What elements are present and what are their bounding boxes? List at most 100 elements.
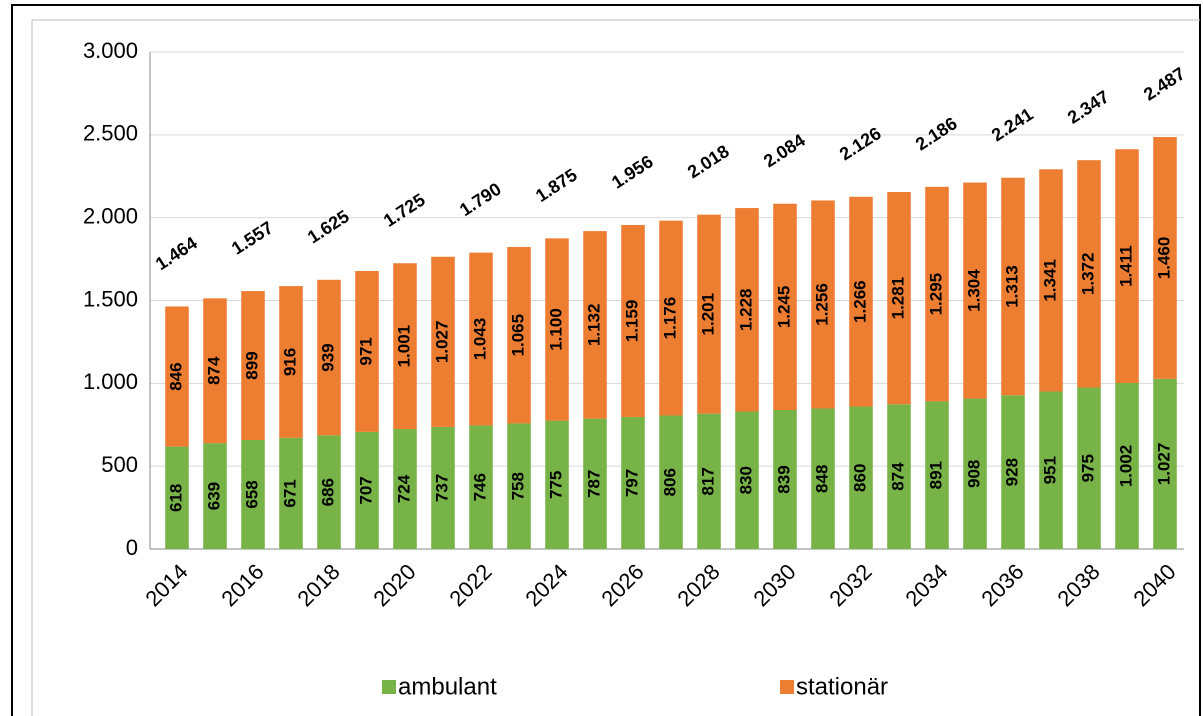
value-label: 874 [888, 462, 907, 491]
total-label: 1.875 [532, 165, 581, 206]
value-label: 846 [166, 362, 185, 390]
value-label: 618 [166, 484, 185, 512]
bar-segment [203, 443, 227, 549]
total-label: 2.487 [1140, 63, 1189, 104]
value-label: 1.372 [1078, 253, 1097, 296]
y-tick-label: 2.500 [83, 121, 138, 146]
total-label: 2.241 [988, 104, 1037, 145]
bar-segment [1115, 383, 1139, 549]
y-tick-label: 1.000 [83, 369, 138, 394]
value-label: 928 [1002, 458, 1021, 486]
bar-segment [1077, 160, 1101, 388]
bar-segment [697, 413, 721, 549]
total-label: 2.347 [1064, 86, 1113, 127]
bar-segment [1039, 169, 1063, 392]
legend-swatch [382, 680, 396, 694]
value-label: 1.176 [660, 297, 679, 340]
total-label: 1.790 [456, 179, 505, 220]
bar-segment [203, 298, 227, 444]
value-label: 758 [508, 472, 527, 500]
bar-segment [279, 437, 303, 549]
value-label: 686 [318, 478, 337, 506]
bar-segment [735, 411, 759, 549]
y-tick-label: 3.000 [83, 38, 138, 63]
total-label: 2.186 [912, 113, 961, 154]
total-label: 1.557 [228, 217, 277, 258]
total-label: 1.625 [304, 206, 353, 247]
value-label: 1.313 [1002, 265, 1021, 308]
value-label: 1.281 [888, 277, 907, 320]
x-tick-label: 2032 [824, 559, 876, 611]
x-tick-label: 2024 [520, 559, 572, 611]
x-tick-label: 2034 [900, 559, 952, 611]
y-tick-label: 2.000 [83, 203, 138, 228]
value-label: 1.245 [774, 286, 793, 329]
bar-segment [811, 408, 835, 549]
bar-segment [621, 224, 645, 417]
bar-segment [507, 246, 531, 424]
value-label: 1.256 [812, 283, 831, 326]
bar-segment [431, 256, 455, 427]
value-label: 1.100 [546, 308, 565, 351]
bar-segment [393, 429, 417, 549]
value-label: 806 [660, 468, 679, 496]
value-label: 707 [356, 476, 375, 504]
value-label: 1.295 [926, 273, 945, 316]
value-label: 939 [318, 343, 337, 371]
total-label: 1.725 [380, 190, 429, 231]
bar-segment [811, 200, 835, 409]
value-label: 916 [280, 348, 299, 376]
value-label: 1.304 [964, 269, 983, 312]
value-label: 1.201 [698, 293, 717, 336]
value-label: 848 [812, 465, 831, 493]
bar-segment [317, 435, 341, 549]
bar-segment [545, 420, 569, 549]
bar-segment [1153, 378, 1177, 549]
legend-label: ambulant [398, 673, 497, 700]
value-label: 1.341 [1040, 259, 1059, 302]
value-label: 891 [926, 461, 945, 489]
bar-segment [431, 426, 455, 549]
value-label: 1.027 [1154, 443, 1173, 486]
bar-segment [545, 238, 569, 421]
bar-segment [963, 398, 987, 549]
value-label: 787 [584, 470, 603, 498]
bar-segment [849, 196, 873, 407]
bar-segment [393, 263, 417, 430]
bar-segment [925, 186, 949, 402]
x-tick-label: 2022 [444, 559, 496, 611]
bar-segment [849, 406, 873, 549]
bar-segment [355, 271, 379, 432]
bar-segment [1077, 387, 1101, 549]
value-label: 951 [1040, 456, 1059, 484]
value-label: 1.001 [394, 325, 413, 368]
y-tick-label: 0 [126, 535, 138, 560]
value-label: 874 [204, 356, 223, 385]
value-label: 737 [432, 474, 451, 502]
value-label: 1.266 [850, 280, 869, 323]
y-tick-label: 500 [101, 452, 138, 477]
bar-segment [355, 431, 379, 549]
x-tick-label: 2036 [976, 559, 1028, 611]
value-label: 971 [356, 337, 375, 365]
x-tick-label: 2030 [748, 559, 800, 611]
value-label: 1.027 [432, 321, 451, 364]
value-label: 830 [736, 466, 755, 494]
total-label: 1.464 [152, 233, 201, 274]
bar-segment [469, 425, 493, 549]
value-label: 1.065 [508, 314, 527, 357]
bar-segment [583, 418, 607, 549]
bar-segment [469, 252, 493, 426]
bar-segment [241, 291, 265, 440]
value-label: 1.460 [1154, 237, 1173, 280]
value-label: 1.043 [470, 318, 489, 361]
bar-segment [1039, 391, 1063, 549]
bar-segment [279, 286, 303, 438]
value-label: 899 [242, 351, 261, 379]
bar-segment [659, 415, 683, 549]
bar-segment [317, 279, 341, 436]
y-tick-label: 1.500 [83, 286, 138, 311]
bar-segment [507, 423, 531, 549]
x-tick-label: 2014 [140, 559, 192, 611]
